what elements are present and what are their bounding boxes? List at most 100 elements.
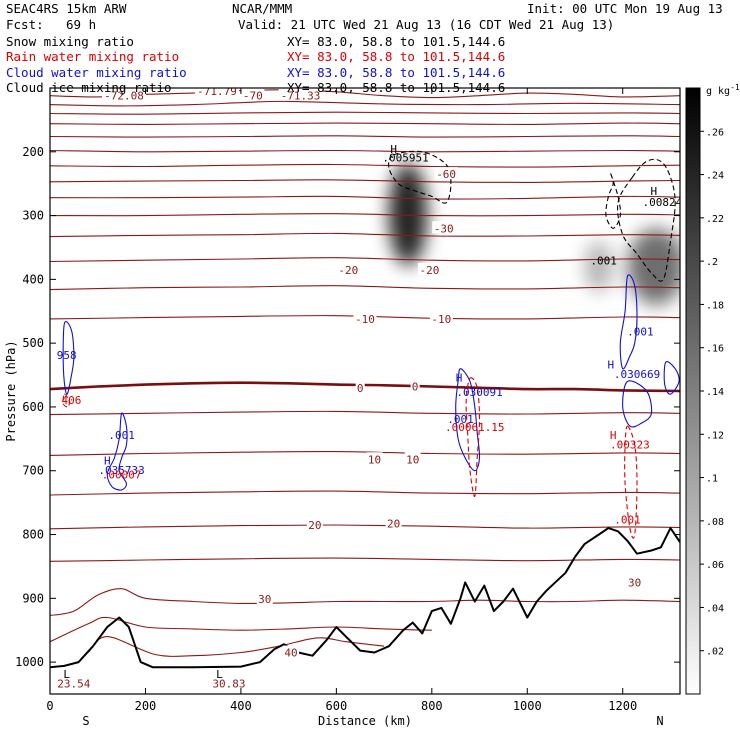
plot-area xyxy=(50,88,680,694)
isotherm-m60 xyxy=(50,111,680,115)
extremum-label: 406 xyxy=(62,394,82,407)
cloud-ice-contours xyxy=(387,150,676,282)
extremum-label: .001 xyxy=(108,429,135,442)
extremum-label: H xyxy=(650,185,657,198)
colorbar-tick-label: .14 xyxy=(706,387,724,398)
y-tick-label: 400 xyxy=(22,272,44,286)
isotherm-label: 40 xyxy=(284,647,297,660)
field-xy-rain: XY= 83.0, 58.8 to 101.5,144.6 xyxy=(287,49,505,64)
isotherm-label-bg xyxy=(195,88,240,97)
snow-core-1 xyxy=(627,228,680,305)
isotherm-label-bg xyxy=(306,517,323,530)
extremum-label: 23.54 xyxy=(57,678,90,691)
colorbar-tick-label: .22 xyxy=(706,214,724,225)
colorbar-tick-label: .24 xyxy=(706,171,724,182)
extremum-label: 958 xyxy=(57,349,77,362)
extremum-label: .00061.15 xyxy=(445,421,505,434)
isotherm-15 xyxy=(50,490,680,496)
extremum-label: H xyxy=(607,359,614,372)
cloud-water-contour-1 xyxy=(106,412,128,491)
extremum-label: .001 xyxy=(590,255,617,268)
isotherm-label: -10 xyxy=(355,313,375,326)
colorbar xyxy=(685,87,701,695)
extremum-label: .00007 xyxy=(102,468,142,481)
isotherm-label: -30 xyxy=(434,222,454,235)
colorbar-tick-label: .06 xyxy=(706,560,724,571)
isotherm-m30 xyxy=(50,195,680,200)
y-tick-label: 500 xyxy=(22,336,44,350)
isotherm-label-bg xyxy=(366,452,383,465)
isotherm-label-bg xyxy=(429,311,453,324)
x-axis-title: Distance (km) xyxy=(318,714,412,728)
extremum-label: .00323 xyxy=(610,438,650,451)
cloud-water-contour-0 xyxy=(62,321,75,395)
isotherm-label: -71.33 xyxy=(281,90,321,103)
isotherm-label-bg xyxy=(410,379,420,392)
isotherm-5 xyxy=(50,410,680,416)
isotherm-label: -71.79 xyxy=(197,85,237,98)
extremum-label: .005951 xyxy=(382,151,428,164)
x-end-right: N xyxy=(656,714,663,728)
x-tick-label: 400 xyxy=(230,699,252,713)
cloud-water-contour-3 xyxy=(619,274,638,370)
isotherm-35 xyxy=(50,616,432,643)
isotherm-label: 0 xyxy=(357,382,364,395)
isotherm-m25 xyxy=(50,213,680,217)
extremum-label: L xyxy=(63,668,70,681)
isotherm-m50 xyxy=(50,135,680,138)
isotherm-label: -60 xyxy=(436,168,456,181)
extremum-label: .030669 xyxy=(614,368,660,381)
rain-water-contour-0 xyxy=(465,377,481,497)
init-time: Init: 00 UTC Mon 19 Aug 13 xyxy=(527,1,723,16)
plot-frame xyxy=(49,87,681,695)
isotherm-m55 xyxy=(50,122,680,125)
x-tick-label: 200 xyxy=(135,699,157,713)
temperature-contours xyxy=(50,89,680,657)
field-name-cloudwater: Cloud water mixing ratio xyxy=(6,65,187,80)
cloud-ice-contour-0 xyxy=(387,150,452,204)
field-xy-snow: XY= 83.0, 58.8 to 101.5,144.6 xyxy=(287,34,505,49)
snow-core-0 xyxy=(388,163,428,266)
cloud-water-contour-5 xyxy=(663,361,680,395)
colorbar-tick-label: .18 xyxy=(706,300,724,311)
isotherm-m15 xyxy=(50,257,680,263)
x-tick-label: 800 xyxy=(421,699,443,713)
valid-time: Valid: 21 UTC Wed 21 Aug 13 (16 CDT Wed … xyxy=(238,17,614,32)
isotherm-m45 xyxy=(50,149,680,153)
isotherm-label-bg xyxy=(241,88,265,101)
temperature-labels: -72.08 -71.79 -70 -71.33 -60 -30 -20 -20 -10 -10 0… xyxy=(101,85,643,660)
isotherm-label: 10 xyxy=(406,453,419,466)
isotherm-label-bg xyxy=(355,380,365,393)
isotherm-label: 30 xyxy=(258,593,271,606)
field-xy-cloudwater: XY= 83.0, 58.8 to 101.5,144.6 xyxy=(287,65,505,80)
isotherm-m20 xyxy=(50,232,680,238)
colorbar-tick-label: .08 xyxy=(706,517,724,528)
isotherm-m10 xyxy=(50,285,680,291)
isotherm-label-bg xyxy=(626,575,643,588)
isotherm-label: 0 xyxy=(412,381,419,394)
x-tick-label: 0 xyxy=(46,699,53,713)
y-tick-label: 700 xyxy=(22,464,44,478)
isotherm-label: -20 xyxy=(419,264,439,277)
isotherm-label: 30 xyxy=(628,576,641,589)
isotherm-label: -10 xyxy=(431,313,451,326)
fcst-label: Fcst: xyxy=(6,17,44,32)
x-end-left: S xyxy=(82,714,89,728)
isotherm-label-bg xyxy=(404,452,421,465)
terrain-line xyxy=(50,527,680,669)
isotherm-label: -70 xyxy=(243,90,263,103)
center-title: NCAR/MMM xyxy=(232,1,292,16)
isotherm-m40 xyxy=(50,163,680,168)
cloud-ice-contour-1 xyxy=(617,158,676,282)
isotherm-label-bg xyxy=(353,311,377,324)
extremum-label: H xyxy=(456,371,463,384)
isotherm-label: -72.08 xyxy=(104,90,144,103)
y-tick-label: 300 xyxy=(22,209,44,223)
y-tick-label: 600 xyxy=(22,400,44,414)
x-axis: 0 200 400 600 800 1000 1200 xyxy=(46,88,637,713)
extremum-label: L xyxy=(216,668,223,681)
isotherm-label: 20 xyxy=(387,518,400,531)
colorbar-tick-label: .12 xyxy=(706,430,724,441)
isotherm-label: -20 xyxy=(338,264,358,277)
extremum-label: H xyxy=(104,454,111,467)
